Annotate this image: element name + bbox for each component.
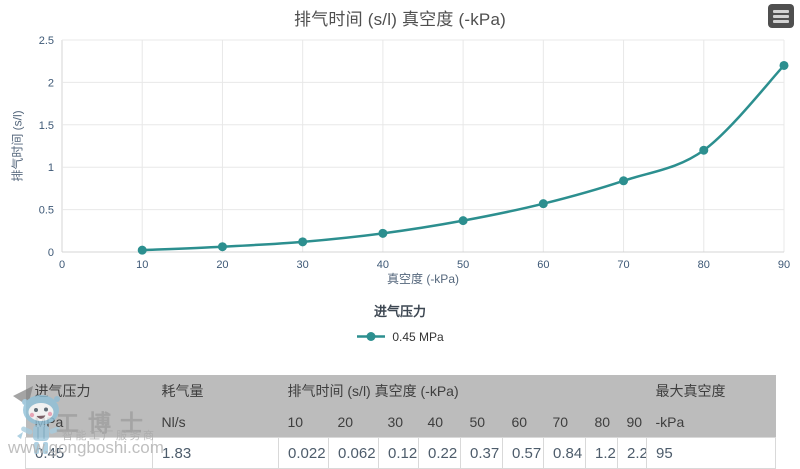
- legend-marker-icon: [357, 332, 386, 341]
- table-unit-cell: 30: [378, 406, 419, 438]
- spec-table-head: 进气压力 耗气量 排气时间 (s/l) 真空度 (-kPa) 最大真空度 MPa Nl/s…: [25, 375, 776, 438]
- spec-table: 进气压力 耗气量 排气时间 (s/l) 真空度 (-kPa) 最大真空度 MPa Nl/s…: [25, 375, 776, 469]
- series-point: [298, 237, 308, 247]
- y-tick-label: 1: [48, 162, 54, 174]
- table-cell: 0.57: [502, 437, 544, 469]
- table-cell: 0.37: [460, 437, 503, 469]
- chart-title: 排气时间 (s/l) 真空度 (-kPa): [294, 10, 506, 29]
- table-unit-cell: 50: [460, 406, 503, 438]
- table-unit-cell: 10: [278, 406, 329, 438]
- table-cell: 1.83: [152, 437, 279, 469]
- series-point: [538, 199, 548, 209]
- x-tick-label: 40: [377, 259, 389, 271]
- table-cell: 0.062: [328, 437, 379, 469]
- x-tick-label: 70: [617, 259, 629, 271]
- series-point: [619, 176, 629, 186]
- x-axis-title: 真空度 (-kPa): [386, 272, 459, 286]
- x-tick-label: 10: [136, 259, 148, 271]
- y-tick-label: 1.5: [39, 120, 54, 132]
- menu-bar: [773, 9, 789, 13]
- series-point: [779, 60, 789, 70]
- table-unit-cell: 60: [502, 406, 544, 438]
- x-tick-label: 20: [216, 259, 228, 271]
- table-header-cell: 进气压力: [25, 375, 153, 406]
- y-tick-label: 2: [48, 77, 54, 89]
- table-cell: 95: [646, 437, 776, 469]
- table-header-cell: 排气时间 (s/l) 真空度 (-kPa): [278, 375, 647, 406]
- chart-plot-area[interactable]: 0 10 20 30 40 50 60 70 80 90 0 0.5 1 1.5 2 2.5: [0, 0, 800, 272]
- legend-item[interactable]: 0.45 MPa: [356, 329, 444, 344]
- series-line: [140, 64, 786, 252]
- legend-item-label: 0.45 MPa: [392, 329, 444, 344]
- y-tick-label: 0.5: [39, 205, 54, 217]
- menu-bar: [773, 19, 789, 23]
- x-tick-label: 0: [59, 259, 65, 271]
- spec-table-body: 0.45 1.83 0.022 0.062 0.12 0.22 0.37 0.57 0.84 1.…: [25, 437, 776, 469]
- hamburger-menu-icon[interactable]: [768, 4, 794, 28]
- table-row: 0.45 1.83 0.022 0.062 0.12 0.22 0.37 0.57 0.84 1.…: [25, 437, 776, 469]
- table-header-cell: 耗气量: [152, 375, 279, 406]
- x-tick-label: 60: [537, 259, 549, 271]
- table-unit-cell: 90: [617, 406, 647, 438]
- table-cell: 2.2: [617, 437, 647, 469]
- table-cell: 0.45: [25, 437, 153, 469]
- table-cell: 0.022: [278, 437, 329, 469]
- table-unit-cell: 70: [543, 406, 586, 438]
- table-unit-cell: -kPa: [646, 406, 776, 438]
- series-point: [378, 228, 388, 238]
- series-point: [137, 245, 147, 255]
- y-axis-title: 排气时间 (s/l): [10, 110, 25, 182]
- table-unit-cell: 40: [418, 406, 461, 438]
- series-point: [217, 242, 227, 252]
- series-point: [458, 216, 468, 226]
- table-cell: 0.84: [543, 437, 586, 469]
- table-header-cell: 最大真空度: [646, 375, 776, 406]
- legend-title: 进气压力: [373, 304, 426, 319]
- table-unit-cell: Nl/s: [152, 406, 279, 438]
- x-tick-label: 90: [778, 259, 790, 271]
- table-cell: 0.22: [418, 437, 461, 469]
- chart-legend: 进气压力 0.45 MPa: [0, 301, 800, 347]
- table-unit-cell: 80: [585, 406, 618, 438]
- table-cell: 0.12: [378, 437, 419, 469]
- x-tick-label: 30: [297, 259, 309, 271]
- menu-bar: [773, 14, 789, 18]
- y-tick-label: 0: [48, 247, 54, 259]
- x-tick-label: 80: [698, 259, 710, 271]
- y-tick-label: 2.5: [39, 35, 54, 47]
- table-unit-cell: 20: [328, 406, 379, 438]
- table-unit-cell: MPa: [25, 406, 153, 438]
- series-point: [699, 145, 709, 155]
- table-cell: 1.2: [585, 437, 618, 469]
- x-tick-label: 50: [457, 259, 469, 271]
